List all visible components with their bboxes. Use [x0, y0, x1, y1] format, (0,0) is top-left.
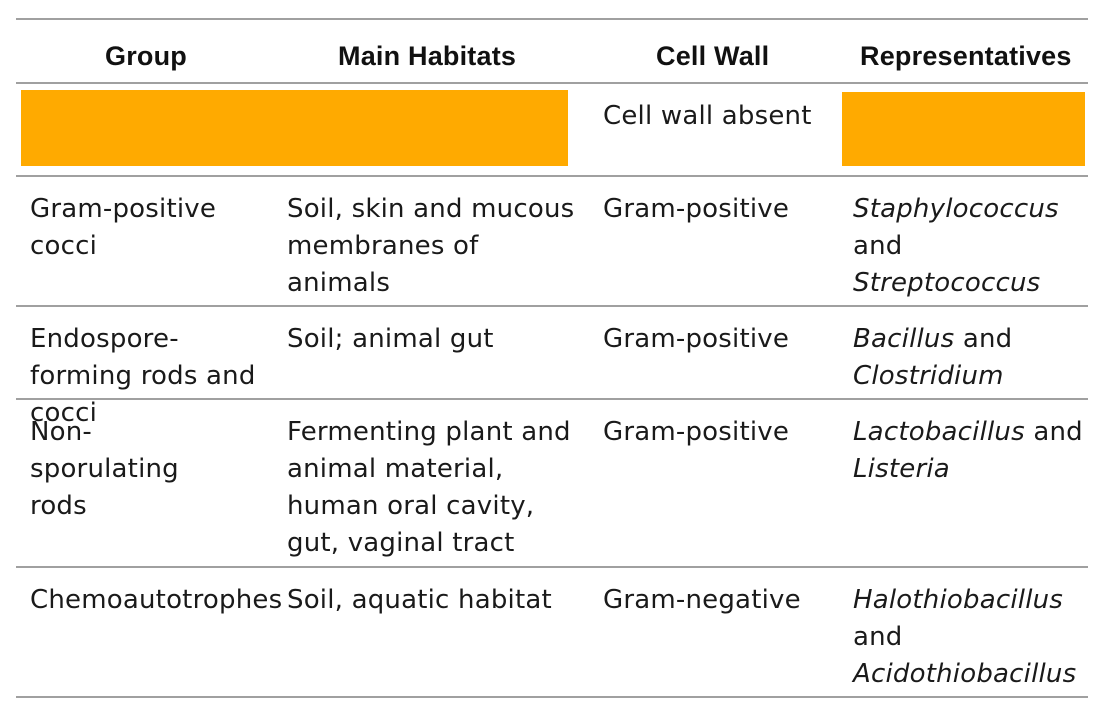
genus-name: Acidothiobacillus [853, 659, 1077, 689]
bacteria-table: Group Main Habitats Cell Wall Representa… [16, 18, 1088, 698]
representatives-value: Staphylococcus and Streptococcus [853, 191, 1088, 302]
conjunction: and [853, 622, 903, 652]
cell-wall-value: Gram-positive [603, 324, 790, 354]
group-value: Chemoautotrophes [30, 585, 283, 615]
genus-name: Lactobacillus [853, 417, 1025, 447]
genus-name: Listeria [853, 454, 950, 484]
group-value: Endospore-forming rods and cocci [30, 324, 256, 428]
habitats-value: Fermenting plant and animal material, hu… [287, 417, 571, 558]
table-row: Non-sporulating rods Fermenting plant an… [16, 400, 1088, 568]
header-cell-wall: Cell Wall [656, 41, 770, 71]
header-main-habitats: Main Habitats [338, 41, 517, 71]
representatives-value: Bacillus and Clostridium [853, 321, 1088, 395]
cell-wall-value: Gram-negative [603, 585, 801, 615]
genus-name: Streptococcus [853, 268, 1041, 298]
representatives-value: Lactobacillus and Listeria [853, 414, 1088, 488]
cell-wall-value: Gram-positive [603, 194, 790, 224]
representatives-value: Halothiobacillus and Acidothiobacillus [853, 582, 1088, 693]
header-group: Group [105, 41, 187, 71]
conjunction: and [853, 231, 903, 261]
table-row: Chemoautotrophes Soil, aquatic habitat G… [16, 568, 1088, 698]
header-representatives: Representatives [860, 41, 1072, 71]
habitats-value: Soil, aquatic habitat [287, 585, 552, 615]
cell-wall-value: Gram-positive [603, 417, 790, 447]
table-row: Endospore-forming rods and cocci Soil; a… [16, 307, 1088, 428]
table-header-row: Group Main Habitats Cell Wall Representa… [16, 18, 1088, 84]
redaction-block-group-habitats [21, 90, 568, 166]
table-row: Cell wall absent [16, 84, 1088, 177]
cell-wall-value: Cell wall absent [603, 101, 812, 131]
group-value: Gram-positive cocci [30, 194, 217, 261]
conjunction: and [962, 324, 1013, 354]
genus-name: Staphylococcus [853, 194, 1059, 224]
genus-name: Halothiobacillus [853, 585, 1064, 615]
redaction-block-representatives [842, 92, 1085, 166]
group-value: Non-sporulating rods [30, 417, 179, 521]
table-row: Gram-positive cocci Soil, skin and mucou… [16, 177, 1088, 307]
genus-name: Clostridium [853, 361, 1004, 391]
genus-name: Bacillus [853, 324, 955, 354]
habitats-value: Soil; animal gut [287, 324, 494, 354]
conjunction: and [1033, 417, 1083, 447]
habitats-value: Soil, skin and mucous membranes of anima… [287, 194, 575, 298]
